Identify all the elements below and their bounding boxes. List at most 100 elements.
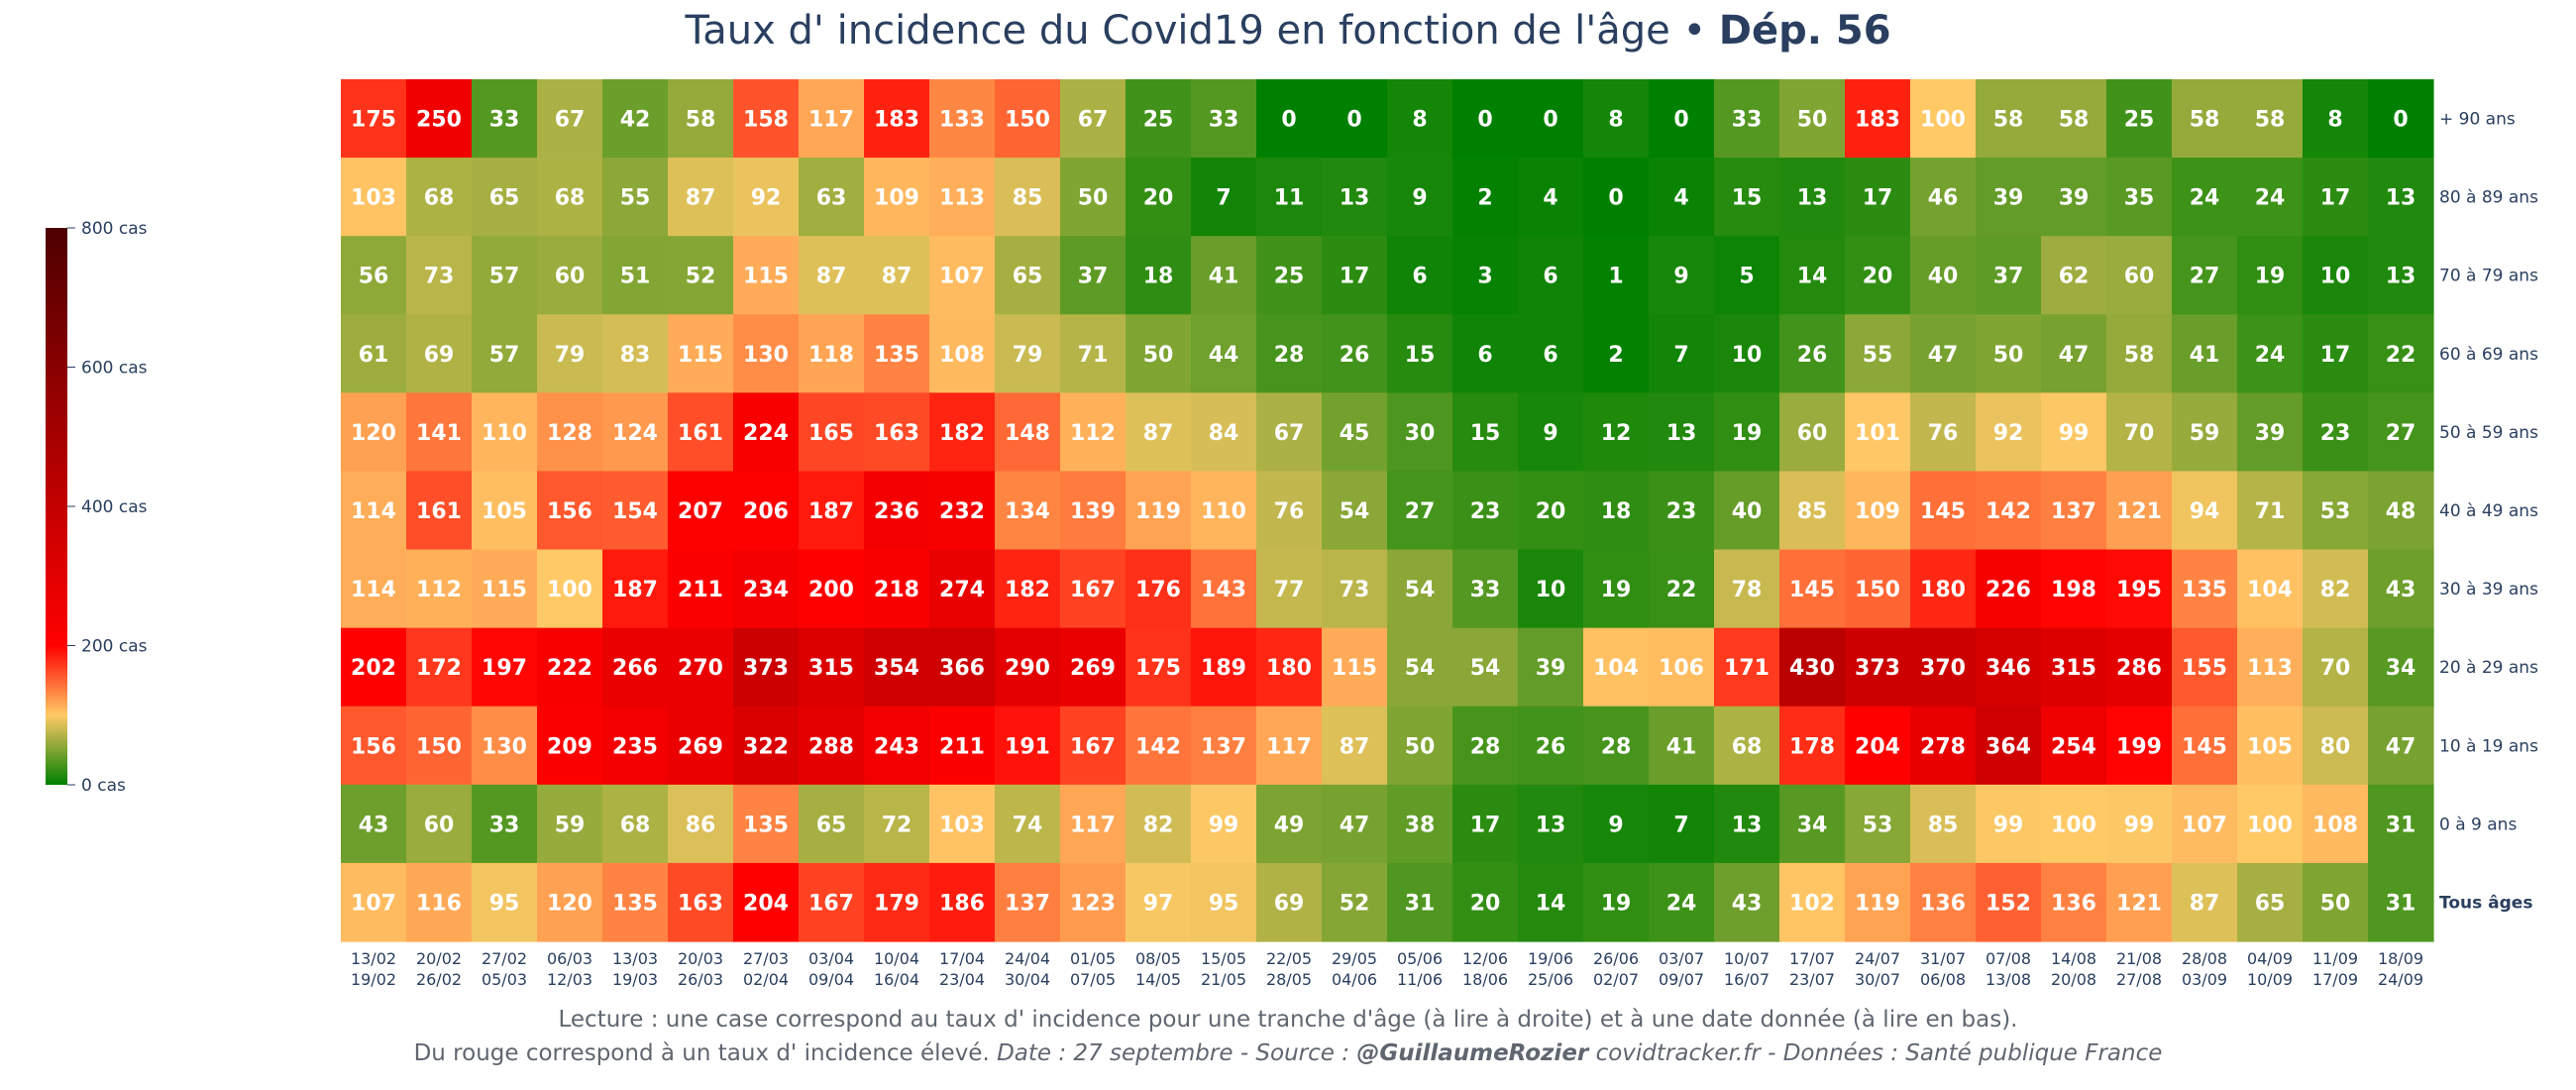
cell-value-label: 2 (1608, 343, 1623, 368)
heatmap-cell (995, 236, 1061, 315)
heatmap-cell (864, 862, 930, 942)
cell-value-label: 27 (1405, 499, 1436, 524)
cell-value-label: 58 (2059, 108, 2090, 133)
cell-value-label: 145 (2182, 734, 2227, 759)
heatmap-cell (1256, 314, 1323, 393)
footer-author: @GuillaumeRozier (1356, 1040, 1589, 1066)
heatmap-cell (1191, 862, 1257, 942)
cell-value-label: 47 (1928, 343, 1959, 368)
week-end-label: 25/06 (1528, 970, 1573, 989)
heatmap-cell (1583, 471, 1650, 551)
heatmap-cell (1910, 314, 1977, 393)
cell-value-label: 54 (1340, 499, 1370, 524)
cell-value-label: 199 (2116, 734, 2162, 759)
heatmap-cell (799, 549, 865, 629)
cell-value-label: 9 (1673, 265, 1688, 289)
cell-value-label: 28 (1601, 734, 1632, 759)
week-start-label: 04/09 (2247, 949, 2293, 968)
cell-value-label: 278 (1920, 734, 1966, 759)
cell-value-label: 0 (1477, 108, 1492, 133)
cell-value-label: 322 (743, 734, 789, 759)
cell-value-label: 69 (424, 343, 455, 368)
heatmap-cell (537, 627, 603, 708)
cell-value-label: 158 (743, 108, 789, 133)
heatmap-cell (799, 627, 865, 708)
heatmap-cell (2368, 79, 2434, 159)
heatmap-cell (1779, 706, 1846, 786)
heatmap-cell (2041, 158, 2107, 237)
cell-value-label: 9 (1608, 813, 1623, 837)
heatmap-cell (2237, 862, 2304, 942)
week-start-label: 27/03 (743, 949, 789, 968)
heatmap-cell (2303, 784, 2369, 864)
heatmap-cell (1649, 549, 1715, 629)
heatmap-cell (341, 392, 407, 473)
heatmap-cell (1583, 549, 1650, 629)
week-start-label: 21/08 (2116, 949, 2162, 968)
heatmap-cell (537, 706, 603, 786)
cell-value-label: 9 (1543, 421, 1557, 446)
heatmap-cell (472, 549, 538, 629)
cell-value-label: 172 (416, 656, 462, 681)
heatmap-cell (995, 471, 1061, 551)
cell-value-label: 274 (939, 578, 985, 602)
heatmap-cell (1583, 862, 1650, 942)
cell-value-label: 0 (1346, 108, 1361, 133)
cell-value-label: 4 (1543, 186, 1557, 211)
cell-value-label: 73 (1340, 578, 1370, 602)
heatmap-cell (929, 784, 996, 864)
week-end-label: 09/04 (808, 970, 854, 989)
cell-value-label: 55 (620, 186, 651, 211)
cell-value-label: 15 (1470, 421, 1501, 446)
heatmap-cell (1518, 392, 1584, 473)
cell-value-label: 12 (1601, 421, 1632, 446)
heatmap-cell (1779, 862, 1846, 942)
cell-value-label: 52 (686, 265, 716, 289)
cell-value-label: 109 (874, 186, 919, 211)
heatmap-cell (602, 862, 669, 942)
cell-value-label: 175 (1135, 656, 1181, 681)
heatmap-cell (1976, 471, 2042, 551)
heatmap-cell (1452, 314, 1519, 393)
cell-value-label: 26 (1536, 734, 1566, 759)
cell-value-label: 104 (1593, 656, 1639, 681)
cell-value-label: 82 (2320, 578, 2351, 602)
heatmap-cell (472, 706, 538, 786)
heatmap-cell (1714, 236, 1780, 315)
cell-value-label: 67 (1078, 108, 1109, 133)
cell-value-label: 53 (1863, 813, 1893, 837)
cell-value-label: 218 (874, 578, 919, 602)
heatmap-cell (1452, 706, 1519, 786)
heatmap-cell (1583, 627, 1650, 708)
cell-value-label: 55 (1863, 343, 1893, 368)
heatmap-cell (929, 862, 996, 942)
cell-value-label: 211 (678, 578, 723, 602)
heatmap-cell (2106, 862, 2173, 942)
cell-value-label: 315 (808, 656, 854, 681)
heatmap-cell (1845, 392, 1911, 473)
week-start-label: 12/06 (1462, 949, 1508, 968)
cell-value-label: 234 (743, 578, 789, 602)
heatmap-cell (472, 862, 538, 942)
heatmap-cell (2303, 158, 2369, 237)
cell-value-label: 128 (547, 421, 592, 446)
colorbar-tick-label: 400 cas (81, 497, 148, 517)
heatmap-cell (1583, 392, 1650, 473)
heatmap-cell (472, 392, 538, 473)
cell-value-label: 5 (1739, 265, 1754, 289)
heatmap-cell (1714, 862, 1780, 942)
cell-value-label: 30 (1405, 421, 1436, 446)
week-end-label: 30/04 (1005, 970, 1050, 989)
cell-value-label: 65 (816, 813, 847, 837)
heatmap-cell (341, 236, 407, 315)
cell-value-label: 38 (1405, 813, 1436, 837)
cell-value-label: 3 (1477, 265, 1492, 289)
cell-value-label: 124 (612, 421, 658, 446)
heatmap-cell (733, 471, 800, 551)
cell-value-label: 17 (1470, 813, 1501, 837)
week-end-label: 06/08 (1920, 970, 1966, 989)
heatmap-cell (1518, 314, 1584, 393)
cell-value-label: 141 (416, 421, 462, 446)
heatmap-cell (1060, 706, 1127, 786)
cell-value-label: 42 (620, 108, 651, 133)
